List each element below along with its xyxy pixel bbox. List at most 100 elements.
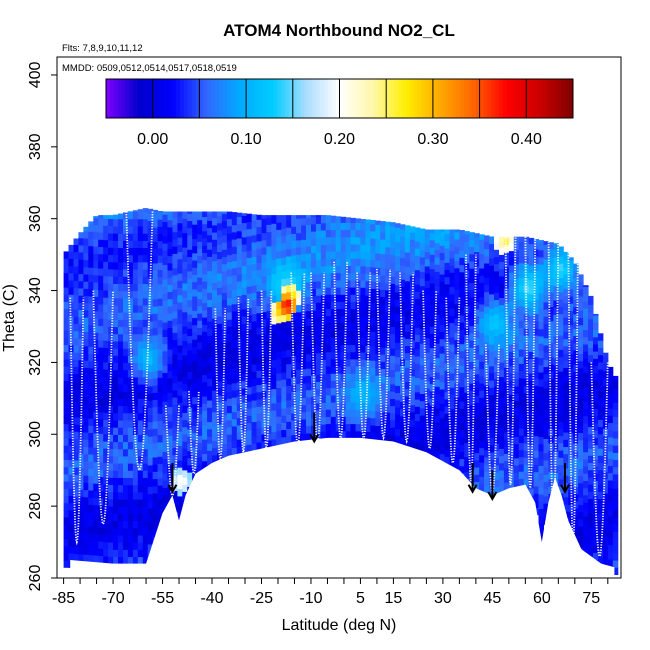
heat-cell [513, 385, 520, 394]
heat-cell [88, 533, 94, 541]
heat-cell [503, 453, 510, 462]
heat-cell [192, 396, 198, 405]
heat-cell [588, 455, 594, 463]
heat-cell [301, 289, 307, 298]
heat-cell [593, 487, 599, 496]
heat-cell [454, 375, 460, 384]
heat-cell [489, 293, 495, 302]
heat-cell [573, 270, 579, 279]
heat-cell [518, 298, 525, 307]
heat-cell [429, 232, 436, 241]
heat-cell [83, 226, 89, 232]
heat-cell [147, 436, 154, 444]
heat-cell [241, 359, 248, 367]
heat-cell [187, 220, 193, 229]
heat-cell [494, 407, 500, 416]
heat-cell [271, 323, 277, 332]
heat-cell [365, 280, 371, 289]
heat-cell [118, 269, 124, 277]
heat-cell [573, 507, 579, 516]
heat-cell [162, 487, 168, 496]
heat-cell [147, 393, 154, 401]
heat-cell [429, 376, 436, 385]
heat-cell [301, 246, 307, 255]
heat-cell [98, 433, 104, 441]
heat-cell [335, 251, 342, 259]
heat-cell [583, 480, 589, 489]
heat-cell [469, 246, 475, 255]
heat-cell [459, 257, 465, 266]
heat-cell [226, 283, 233, 291]
heat-cell [513, 321, 520, 330]
heat-cell [152, 500, 159, 508]
heat-cell [543, 323, 549, 332]
heat-cell [429, 268, 436, 277]
heat-cell [137, 405, 144, 414]
heat-cell [286, 363, 292, 372]
heat-cell [370, 288, 376, 297]
heat-cell [113, 297, 119, 306]
heat-cell [182, 347, 188, 356]
heat-cell [301, 339, 307, 348]
heat-cell [409, 361, 416, 370]
heat-cell [548, 385, 554, 394]
heat-cell [533, 284, 540, 293]
heat-cell [568, 295, 574, 304]
heat-cell [296, 254, 302, 262]
heat-cell [162, 465, 168, 474]
heat-cell [162, 379, 168, 388]
heat-cell [469, 419, 475, 427]
heat-cell [73, 294, 79, 303]
heat-cell [429, 304, 436, 313]
heat-cell [390, 340, 396, 349]
heat-cell [73, 510, 79, 518]
heat-cell [390, 391, 396, 399]
heat-cell [63, 423, 70, 432]
heat-cell [360, 395, 366, 403]
heat-cell [365, 395, 371, 404]
heat-cell [246, 221, 253, 230]
heat-cell [563, 381, 569, 390]
heat-cell [602, 464, 609, 472]
heat-cell [93, 238, 99, 247]
heat-cell [78, 323, 84, 332]
heat-cell [375, 324, 381, 333]
heat-cell [137, 240, 144, 248]
heat-cell [355, 218, 361, 223]
heat-cell [127, 283, 134, 292]
heat-cell [499, 426, 505, 435]
heat-cell [296, 405, 302, 413]
heat-cell [103, 239, 109, 248]
heat-cell [395, 342, 401, 350]
heat-cell [78, 359, 84, 368]
heat-cell [246, 401, 253, 409]
heat-cell [469, 404, 475, 413]
heat-cell [424, 237, 431, 245]
heat-cell [380, 231, 386, 240]
heat-cell [553, 458, 559, 466]
heat-cell [340, 229, 347, 238]
heat-cell [311, 252, 317, 261]
heat-cell [63, 430, 70, 439]
heat-cell [454, 418, 460, 427]
heat-cell [251, 227, 258, 236]
colorbar-swatch [405, 79, 411, 118]
heat-cell [167, 384, 173, 393]
heat-cell [108, 556, 114, 564]
heat-cell [241, 351, 248, 360]
heat-cell [127, 304, 134, 313]
heat-cell [390, 312, 396, 320]
heat-cell [251, 313, 258, 322]
heat-cell [108, 541, 114, 550]
heat-cell [118, 455, 124, 464]
heat-cell [256, 334, 262, 342]
heat-cell [103, 215, 109, 219]
heat-cell [558, 248, 564, 257]
heat-cell [162, 444, 168, 452]
colorbar-swatch [421, 79, 426, 118]
heat-cell [152, 485, 159, 494]
heat-cell [98, 411, 104, 420]
heat-cell [558, 385, 564, 394]
heat-cell [325, 215, 332, 223]
heat-cell [311, 338, 317, 347]
